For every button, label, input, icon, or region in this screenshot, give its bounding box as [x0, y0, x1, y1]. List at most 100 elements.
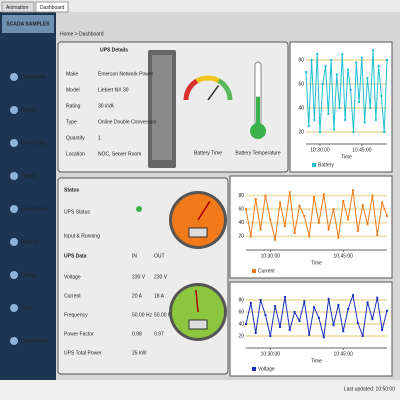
dial-needle: [195, 290, 199, 313]
point: [308, 333, 311, 336]
tab-bar: [0, 0, 400, 12]
breadcrumb: Home > Dashboard: [60, 31, 104, 37]
y-tick-label: 60: [298, 81, 304, 87]
data-label: Current: [64, 293, 81, 299]
x-axis-label: Time: [311, 358, 322, 364]
sidebar: [0, 12, 56, 380]
point: [363, 121, 366, 124]
data-label: Power Factor: [64, 331, 94, 337]
x-tick-label: 10:30:00: [261, 253, 281, 259]
point: [337, 303, 340, 306]
y-tick-label: 20: [238, 333, 244, 339]
point: [358, 101, 361, 103]
gauge-needle: [207, 84, 220, 101]
point: [371, 194, 374, 197]
point: [274, 305, 277, 307]
gauge-band: [217, 78, 233, 101]
menu-item[interactable]: Environment: [21, 206, 50, 212]
status-label: Input & Running: [64, 233, 100, 239]
menu-item[interactable]: Energy: [21, 272, 37, 278]
point: [317, 317, 320, 319]
point: [337, 236, 340, 239]
y-tick-label: 80: [238, 193, 244, 199]
point: [293, 311, 296, 313]
menu-icon: [10, 172, 18, 180]
data-label: Frequency: [64, 312, 88, 318]
point: [269, 218, 272, 221]
point: [361, 204, 364, 207]
y-tick-label: 80: [238, 297, 244, 303]
menu-item[interactable]: Tools: [21, 305, 33, 311]
point: [274, 238, 277, 241]
chart-panel: [229, 281, 393, 377]
point: [298, 320, 301, 322]
point: [283, 225, 286, 228]
gauge-label: Battery Time: [194, 150, 222, 156]
series-line: [305, 50, 388, 133]
point: [341, 53, 344, 55]
point: [355, 61, 358, 64]
legend-label: Current: [258, 268, 275, 274]
tab[interactable]: [1, 1, 35, 13]
point: [249, 235, 252, 238]
point: [352, 131, 355, 133]
point: [349, 89, 352, 91]
point: [322, 336, 325, 339]
data-value: 50.00 Hz: [154, 312, 175, 318]
data-value: 25 kW: [132, 350, 146, 356]
field-value: Emerson Network Power: [98, 71, 154, 77]
point: [330, 59, 333, 61]
sidebar-title: SCADA SAMPLES: [6, 21, 50, 27]
point: [386, 309, 388, 312]
thermo-bulb: [250, 123, 266, 139]
field-label: Location: [66, 151, 85, 157]
gauge-label: Battery Temperature: [235, 150, 280, 156]
point: [372, 49, 375, 52]
point: [356, 229, 359, 232]
status-led: [136, 206, 142, 212]
point: [366, 301, 369, 304]
point: [377, 65, 380, 67]
menu-item[interactable]: Trends: [21, 173, 37, 179]
point: [254, 198, 257, 200]
y-tick-label: 60: [238, 309, 244, 315]
field-value: NOC, Server Room: [98, 151, 141, 157]
point: [381, 201, 384, 204]
legend-swatch: [312, 163, 316, 167]
point: [245, 208, 247, 211]
point: [380, 95, 383, 97]
point: [245, 323, 247, 325]
point: [366, 77, 369, 79]
menu-item[interactable]: Reports: [21, 239, 39, 245]
point: [327, 113, 330, 115]
point: [360, 56, 363, 59]
point: [259, 299, 262, 301]
point: [264, 194, 267, 197]
y-tick-label: 60: [238, 207, 244, 213]
menu-item[interactable]: Quick Menu: [21, 338, 48, 344]
menu-item[interactable]: Event Logs: [21, 140, 47, 146]
status-bar: [0, 380, 400, 400]
chart-panel: [229, 175, 393, 279]
column-head: OUT: [154, 253, 165, 259]
tab[interactable]: [35, 1, 69, 13]
menu-item[interactable]: Alarms: [21, 107, 37, 113]
field-value: 1: [98, 135, 101, 141]
point: [332, 208, 335, 211]
point: [327, 297, 330, 300]
point: [386, 215, 388, 217]
tab-label: Dashboard: [40, 5, 65, 11]
menu-item[interactable]: Dashboard: [21, 74, 46, 80]
point: [279, 201, 282, 204]
field-label: Make: [66, 71, 78, 77]
point: [288, 191, 291, 194]
point: [332, 128, 335, 131]
data-label: UPS Total Power: [64, 350, 102, 356]
field-label: Type: [66, 119, 77, 125]
point: [303, 300, 306, 303]
legend-swatch: [252, 269, 256, 273]
point: [313, 119, 316, 121]
data-value: 0.97: [154, 331, 164, 337]
status-label: UPS Status: [64, 209, 90, 215]
menu-icon: [10, 205, 18, 213]
